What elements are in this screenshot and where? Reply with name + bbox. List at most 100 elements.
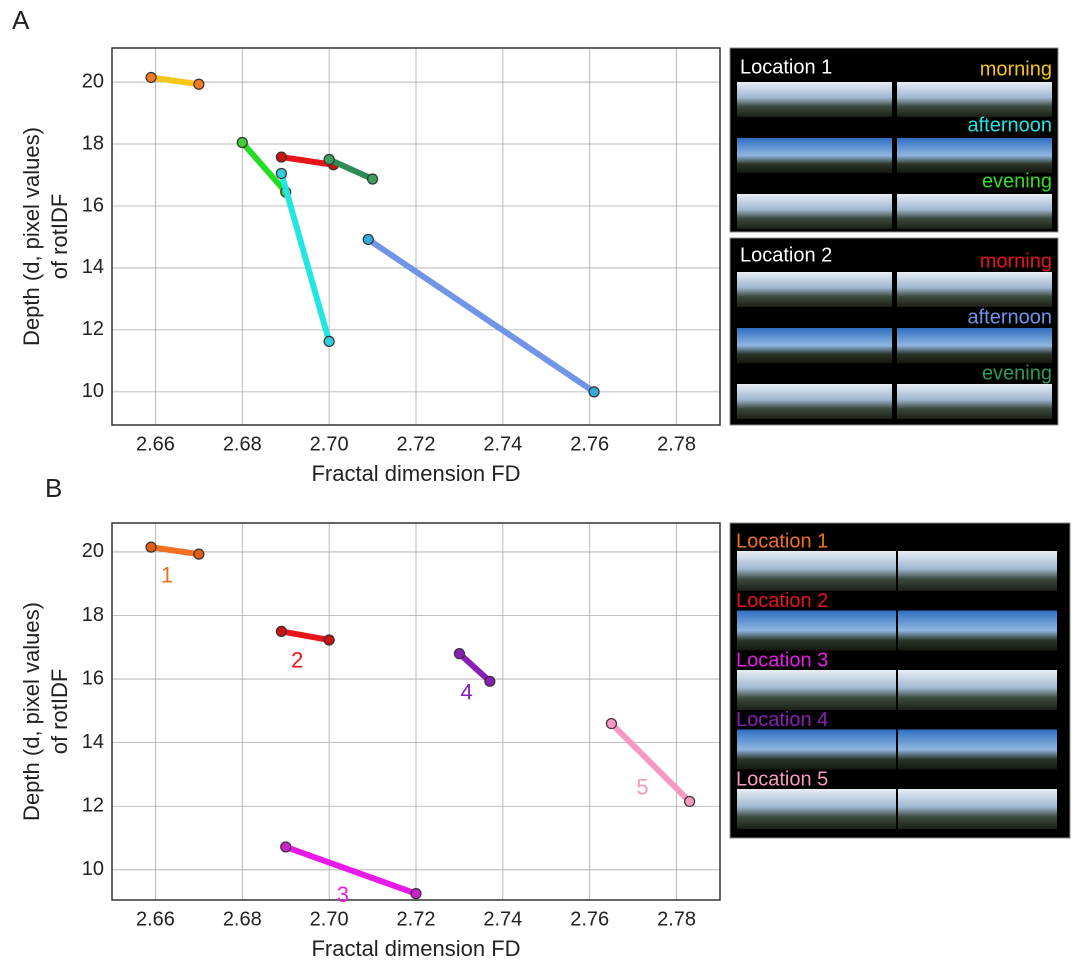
photo-thumbnail [737, 82, 892, 117]
x-tick-label: 2.72 [397, 908, 436, 930]
photo-thumbnail [737, 384, 892, 419]
y-axis-label: Depth (d, pixel values) [19, 602, 44, 821]
point [453, 648, 466, 660]
x-tick-label: 2.74 [483, 908, 522, 930]
entry-label: morning [980, 250, 1052, 272]
photo-thumbnail [737, 272, 892, 307]
photo-thumbnail [897, 384, 1052, 419]
plot-frame [111, 522, 721, 901]
point [275, 167, 287, 180]
photo-thumbnail [897, 272, 1052, 307]
y-tick-label: 16 [82, 667, 104, 689]
entry-label: evening [982, 170, 1052, 192]
segment [456, 650, 493, 685]
photo-thumbnail [737, 789, 896, 829]
x-tick-label: 2.76 [570, 433, 609, 455]
photo-thumbnail [737, 138, 892, 173]
photo-thumbnail [737, 670, 896, 710]
point [683, 795, 696, 808]
x-tick-label: 2.70 [310, 908, 349, 930]
x-tick-label: 2.74 [483, 433, 522, 455]
point [280, 841, 292, 853]
photo-thumbnail [737, 328, 892, 363]
y-tick-label: 16 [82, 194, 104, 216]
segment [278, 628, 333, 643]
entry-label: Location 4 [736, 709, 828, 731]
segment [148, 544, 202, 558]
x-tick-label: 2.76 [570, 908, 609, 930]
entry-label: Location 5 [736, 768, 828, 790]
photo-thumbnail [737, 610, 896, 651]
photo-thumbnail [737, 194, 892, 229]
y-tick-label: 14 [82, 256, 104, 278]
photo-thumbnail [897, 138, 1052, 173]
x-tick-label: 2.70 [310, 433, 349, 455]
x-tick-label: 2.66 [136, 908, 175, 930]
point [145, 71, 157, 84]
entry-label: Location 2 [736, 590, 828, 612]
entry-label: Location 1 [736, 530, 828, 552]
x-tick-label: 2.78 [657, 433, 696, 455]
x-tick-label: 2.66 [136, 433, 175, 455]
segment [282, 843, 419, 897]
x-tick-label: 2.72 [397, 433, 436, 455]
photo-thumbnail [897, 328, 1052, 363]
photo-thumbnail [898, 670, 1057, 710]
y-axis-label: of rotIDF [47, 194, 72, 280]
y-tick-label: 18 [82, 604, 104, 626]
segment [148, 74, 202, 88]
photo-thumbnail [898, 610, 1057, 651]
point [362, 233, 374, 246]
panel-letter: A [12, 5, 30, 35]
point [366, 173, 379, 185]
y-tick-label: 18 [82, 132, 104, 154]
point [323, 153, 335, 166]
photo-thumbnail [897, 82, 1052, 117]
y-tick-label: 12 [82, 318, 104, 340]
x-tick-label: 2.78 [657, 908, 696, 930]
entry-label: afternoon [967, 114, 1052, 136]
y-axis-label: Depth (d, pixel values) [19, 127, 44, 346]
x-tick-label: 2.68 [223, 908, 262, 930]
series-label: 5 [636, 774, 648, 799]
plot-frame [111, 47, 721, 426]
y-tick-label: 10 [82, 858, 104, 880]
x-axis-label: Fractal dimension FD [311, 461, 520, 486]
series-label: 4 [461, 679, 473, 704]
segment [278, 154, 337, 168]
point [193, 78, 205, 90]
photo-thumbnail [737, 551, 896, 591]
panel-letter: B [45, 473, 62, 503]
point [275, 625, 287, 637]
photo-thumbnail [737, 729, 896, 770]
point [605, 717, 618, 730]
y-axis-label: of rotIDF [47, 669, 72, 755]
entry-label: Location 3 [736, 649, 828, 671]
photo-thumbnail [897, 194, 1052, 229]
photo-thumbnail [898, 789, 1057, 829]
series-label: 3 [337, 882, 349, 907]
photo-thumbnail [898, 551, 1057, 591]
segment [239, 139, 289, 196]
point [323, 335, 335, 347]
y-tick-label: 12 [82, 795, 104, 817]
point [275, 151, 287, 163]
point [588, 386, 600, 398]
segment [326, 156, 376, 183]
y-tick-label: 14 [82, 731, 104, 753]
entry-label: afternoon [967, 306, 1052, 328]
panel-title: Location 2 [740, 244, 832, 266]
point [236, 136, 248, 149]
photo-thumbnail [898, 729, 1057, 770]
entry-label: morning [980, 58, 1052, 80]
x-axis-label: Fractal dimension FD [311, 936, 520, 961]
point [323, 634, 335, 646]
y-tick-label: 10 [82, 380, 104, 402]
segment [278, 170, 333, 345]
point [193, 548, 205, 560]
entry-label: evening [982, 362, 1052, 384]
segment [365, 236, 598, 395]
series-label: 2 [291, 647, 303, 672]
panel-title: Location 1 [740, 56, 832, 78]
